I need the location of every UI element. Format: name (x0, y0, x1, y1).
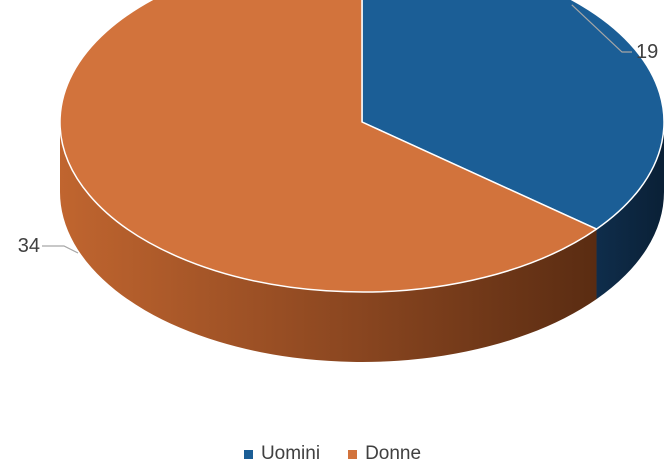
pie-side-donne (60, 122, 597, 362)
pie-sides (60, 122, 664, 362)
leader-line-uomini (571, 4, 632, 53)
pie-side-uomini (596, 122, 664, 300)
pie-slice-donne[interactable] (59, 0, 598, 293)
legend-swatch-uomini (243, 449, 253, 459)
legend-label-uomini: Uomini (260, 443, 321, 464)
pie-slice-uomini[interactable] (361, 0, 665, 230)
data-label-donne: 34 (18, 235, 40, 257)
leader-lines (42, 4, 632, 254)
legend-label-donne: Donne (365, 443, 422, 464)
legend: Uomini Donne (0, 443, 665, 465)
leader-line-donne (42, 245, 79, 254)
legend-item-uomini[interactable]: Uomini (243, 443, 321, 465)
legend-item-donne[interactable]: Donne (348, 443, 421, 465)
legend-swatch-donne (348, 449, 358, 459)
data-label-uomini: 19 (636, 41, 658, 63)
pie-tops (59, 0, 665, 293)
